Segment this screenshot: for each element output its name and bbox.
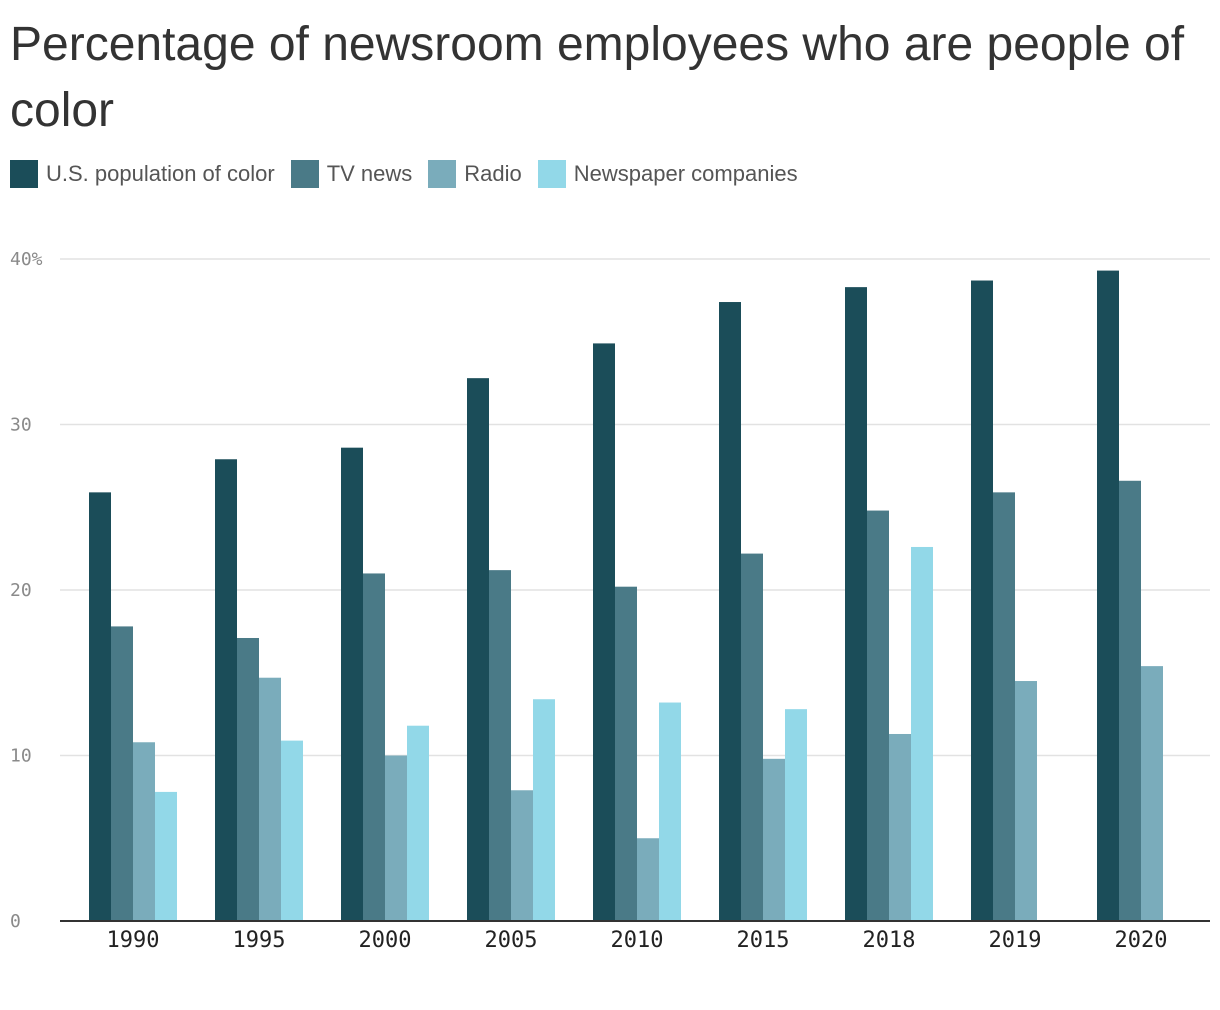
x-tick-label: 2015: [737, 928, 790, 953]
bar-tv-news-2005: [489, 570, 511, 921]
bar-u-s-population-of-color-2018: [845, 287, 867, 921]
bar-radio-1990: [133, 742, 155, 921]
bar-newspaper-companies-2005: [533, 699, 555, 921]
legend-swatch-radio: [428, 160, 457, 188]
bar-radio-2020: [1141, 666, 1163, 921]
x-tick-label: 2019: [989, 928, 1042, 953]
x-tick-label: 1990: [107, 928, 160, 953]
bar-newspaper-companies-2010: [659, 702, 681, 921]
legend-item-us-population: U.S. population of color: [10, 160, 275, 188]
bar-radio-2005: [511, 790, 533, 921]
legend-item-radio: Radio: [428, 160, 522, 188]
legend-item-newspaper: Newspaper companies: [537, 160, 798, 188]
bar-u-s-population-of-color-2020: [1097, 270, 1119, 922]
bar-radio-2018: [889, 733, 911, 921]
x-tick-label: 1995: [233, 928, 286, 953]
bar-u-s-population-of-color-2019: [971, 280, 993, 921]
legend-swatch-tv-news: [290, 160, 319, 188]
bar-tv-news-2020: [1119, 480, 1141, 921]
bar-u-s-population-of-color-1990: [89, 492, 111, 921]
legend-swatch-us-population: [10, 160, 38, 188]
x-tick-label: 2020: [1115, 928, 1168, 953]
legend-item-tv-news: TV news: [290, 160, 413, 188]
legend-label-tv-news: TV news: [326, 161, 413, 186]
bar-u-s-population-of-color-2010: [593, 343, 615, 921]
legend-swatch-newspaper: [537, 160, 566, 188]
y-tick-label: 20: [10, 580, 32, 601]
bar-u-s-population-of-color-2000: [341, 447, 363, 921]
legend-label-radio: Radio: [464, 161, 522, 186]
y-tick-label: 0: [10, 911, 21, 932]
bar-radio-2000: [385, 755, 407, 921]
bar-tv-news-2010: [615, 586, 637, 921]
x-tick-label: 2010: [611, 928, 664, 953]
bar-radio-2010: [637, 838, 659, 921]
bar-newspaper-companies-1990: [155, 791, 177, 921]
bar-tv-news-1995: [237, 637, 259, 921]
legend: U.S. population of color TV news Radio N…: [10, 160, 814, 188]
bar-radio-1995: [259, 677, 281, 921]
bar-newspaper-companies-2000: [407, 725, 429, 921]
bar-u-s-population-of-color-1995: [215, 459, 237, 921]
bar-tv-news-2000: [363, 573, 385, 921]
bar-radio-2015: [763, 758, 785, 921]
bar-u-s-population-of-color-2005: [467, 378, 489, 921]
x-tick-label: 2018: [863, 928, 916, 953]
legend-label-us-population: U.S. population of color: [46, 161, 275, 186]
bar-tv-news-2018: [867, 510, 889, 921]
bar-newspaper-companies-2018: [911, 546, 933, 921]
y-tick-label: 10: [10, 746, 32, 767]
x-tick-label: 2005: [485, 928, 538, 953]
bar-tv-news-2019: [993, 492, 1015, 921]
y-tick-label: 40%: [10, 249, 43, 270]
bar-tv-news-1990: [111, 626, 133, 921]
bar-u-s-population-of-color-2015: [719, 302, 741, 921]
bar-tv-news-2015: [741, 553, 763, 921]
y-tick-label: 30: [10, 415, 32, 436]
bar-radio-2019: [1015, 681, 1037, 921]
legend-label-newspaper: Newspaper companies: [573, 161, 798, 186]
bar-newspaper-companies-2015: [785, 709, 807, 921]
chart-title: Percentage of newsroom employees who are…: [10, 18, 1185, 137]
x-tick-label: 2000: [359, 928, 412, 953]
bar-newspaper-companies-1995: [281, 740, 303, 921]
